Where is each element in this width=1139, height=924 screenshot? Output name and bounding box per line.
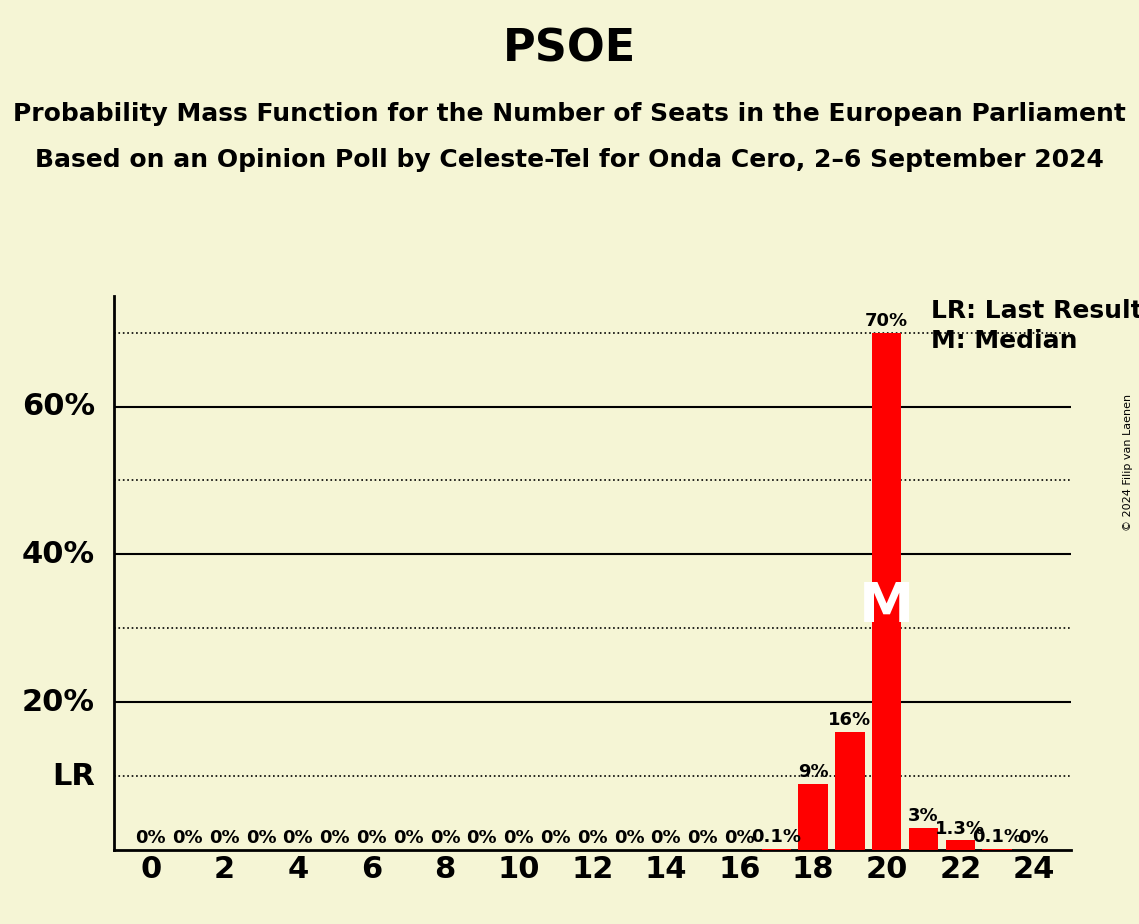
Text: 16%: 16%	[828, 711, 871, 729]
Bar	[798, 784, 828, 850]
Text: 0%: 0%	[577, 829, 607, 847]
Text: LR: Last Result: LR: Last Result	[931, 299, 1139, 323]
Text: 0%: 0%	[172, 829, 203, 847]
Text: 40%: 40%	[22, 540, 95, 569]
Text: 0%: 0%	[319, 829, 350, 847]
Text: 9%: 9%	[797, 762, 828, 781]
Text: 0.1%: 0.1%	[972, 829, 1022, 846]
Text: 0%: 0%	[393, 829, 424, 847]
Bar	[872, 333, 901, 850]
Text: 3%: 3%	[908, 807, 939, 825]
Text: 0%: 0%	[467, 829, 498, 847]
Text: 0.1%: 0.1%	[752, 829, 801, 846]
Text: 0%: 0%	[246, 829, 277, 847]
Text: 0%: 0%	[282, 829, 313, 847]
Text: 0%: 0%	[357, 829, 387, 847]
Text: 20%: 20%	[22, 687, 95, 717]
Text: Probability Mass Function for the Number of Seats in the European Parliament: Probability Mass Function for the Number…	[13, 102, 1126, 126]
Text: PSOE: PSOE	[503, 28, 636, 71]
Text: M: Median: M: Median	[931, 329, 1077, 353]
Text: © 2024 Filip van Laenen: © 2024 Filip van Laenen	[1123, 394, 1133, 530]
Text: 0%: 0%	[687, 829, 718, 847]
Bar	[909, 828, 939, 850]
Text: LR: LR	[52, 761, 95, 791]
Text: 0%: 0%	[429, 829, 460, 847]
Text: 0%: 0%	[614, 829, 645, 847]
Bar	[835, 732, 865, 850]
Text: 60%: 60%	[22, 392, 95, 421]
Text: 0%: 0%	[503, 829, 534, 847]
Text: 70%: 70%	[866, 311, 908, 330]
Text: 1.3%: 1.3%	[935, 820, 985, 837]
Text: 0%: 0%	[650, 829, 681, 847]
Text: 0%: 0%	[1018, 829, 1049, 847]
Text: 0%: 0%	[136, 829, 166, 847]
Text: M: M	[859, 580, 915, 634]
Text: 0%: 0%	[540, 829, 571, 847]
Text: Based on an Opinion Poll by Celeste-Tel for Onda Cero, 2–6 September 2024: Based on an Opinion Poll by Celeste-Tel …	[35, 148, 1104, 172]
Text: 0%: 0%	[208, 829, 239, 847]
Bar	[945, 841, 975, 850]
Text: 0%: 0%	[724, 829, 755, 847]
